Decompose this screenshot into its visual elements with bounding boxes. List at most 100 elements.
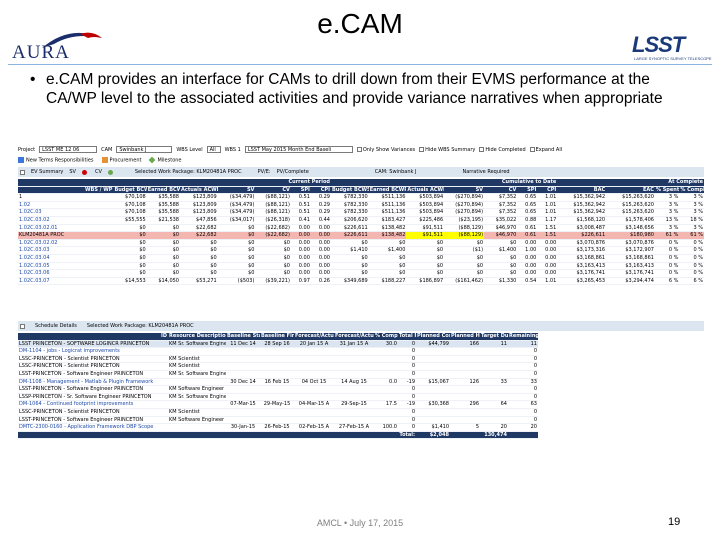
ev-column-header[interactable]: SPI [290, 186, 311, 195]
new-terms-button[interactable]: New Terms Responsibilities [18, 157, 94, 164]
ev-column-header[interactable]: SV [444, 186, 485, 195]
wbs-id-cell[interactable]: 1.02C.03.03 [18, 246, 114, 255]
ev-summary-checkbox[interactable] [20, 169, 25, 175]
schedule-cell-id[interactable]: LSST-PRINCETON - Software Engineer PRINC… [18, 385, 168, 394]
wbs-id-cell[interactable]: KLM20481A PROC [18, 231, 114, 240]
ev-column-header[interactable]: CV [484, 186, 518, 195]
schedule-row[interactable]: DM-1104 - jobs - Logicrat improvements 0 0 [18, 347, 538, 356]
schedule-column-header[interactable]: ID [18, 333, 168, 341]
schedule-cell-id[interactable]: DM-1064 - Continued footprint improvemen… [18, 400, 168, 409]
schedule-row[interactable]: LSST-PRINCETON - Software Engineer PRINC… [18, 385, 538, 394]
ev-value-cell: 3 % [679, 224, 704, 233]
ev-column-header[interactable]: SV [217, 186, 256, 195]
ev-grid-row[interactable]: 1.02C.03.06 $0 $0 $0 $0 $0 0.00 0.00 $0 $0 $0 $0 $0 0… [18, 269, 704, 278]
schedule-column-header[interactable]: % Comp. [374, 333, 398, 341]
schedule-cell-id[interactable]: DM-1104 - jobs - Logicrat improvements [18, 347, 168, 356]
wbs-id-cell[interactable]: 1 [18, 193, 114, 202]
ev-column-header[interactable]: CPI [310, 186, 331, 195]
wbs-level-select[interactable]: All [206, 146, 221, 153]
schedule-column-header[interactable]: Forecast/Actual Start [294, 333, 334, 341]
ev-column-header[interactable]: EAC [606, 186, 655, 195]
ev-grid-row[interactable]: 1.02C.03 $70,108 $35,588 $123,809 ($34,479)(… [18, 208, 704, 217]
schedule-row[interactable]: LSSP-PRINCETON - Sr. Software Engineer P… [18, 393, 538, 402]
ev-column-header[interactable]: WBS / WP [18, 186, 114, 195]
ev-grid-row[interactable]: KLM20481A PROC $0 $0 $22,682 $0 ($22,682) 0.00… [18, 231, 704, 240]
schedule-column-header[interactable]: Target Duration [480, 333, 508, 341]
ev-column-header[interactable]: Actuals ACWP [180, 186, 218, 195]
schedule-row[interactable]: LSSC-PRINCETON - Scientist PRINCETON KM S… [18, 355, 538, 364]
ev-value-cell: 0.97 [290, 277, 311, 286]
cam-select[interactable]: Swinbank J [116, 146, 173, 153]
schedule-cell-id[interactable]: LSST-PRINCETON - Software Engineer PRINC… [18, 370, 168, 379]
schedule-cell-id[interactable]: DM-1108 - Management - Matlab & Plugin F… [18, 378, 168, 387]
period-select[interactable]: LSST May 2015 Month End Baseli [244, 146, 353, 153]
ev-column-header[interactable]: Actuals ACWP [406, 186, 445, 195]
schedule-row[interactable]: DM-1064 - Continued footprint improvemen… [18, 400, 538, 409]
schedule-cell-id[interactable]: LSSC-PRINCETON - Scientist PRINCETON [18, 408, 168, 417]
ev-column-header[interactable]: Earned BCWP [146, 186, 180, 195]
schedule-column-header[interactable]: Forecast/Actual Finish [334, 333, 374, 341]
schedule-details-checkbox[interactable] [20, 323, 25, 329]
schedule-cell-id[interactable]: LSSP-PRINCETON - Sr. Software Engineer P… [18, 393, 168, 402]
hide-completed-checkbox[interactable]: Hide Completed [479, 146, 526, 153]
ev-column-header[interactable]: SPI [517, 186, 538, 195]
schedule-cell-id[interactable]: LSSC-PRINCETON - Scientist PRINCETON [18, 355, 168, 364]
schedule-row[interactable]: LSSC-PRINCETON - Scientist PRINCETON KM S… [18, 408, 538, 417]
hide-wbs-summary-checkbox[interactable]: Hide WBS Summary [419, 146, 475, 153]
wbs-id-cell[interactable]: 1.02C.03.02.01 [18, 224, 114, 233]
schedule-cell-id[interactable]: LSST PRINCETON - SOFTWARE LOGINCR PRINCE… [18, 340, 168, 349]
only-variances-checkbox[interactable]: Only Show Variances [356, 146, 415, 153]
schedule-column-header[interactable]: Resource Description [168, 333, 226, 341]
wbs-id-cell[interactable]: 1.02 [18, 201, 114, 210]
ev-grid-row[interactable]: 1.02C.03.02.02 $0 $0 $0 $0 $0 0.00 0.00 $0 $0 $0 $0… [18, 239, 704, 248]
wbs-id-cell[interactable]: 1.02C.03.07 [18, 277, 114, 286]
ev-column-header[interactable]: CV [255, 186, 291, 195]
schedule-cell-bf [260, 385, 294, 394]
schedule-row[interactable]: LSST-PRINCETON - Software Engineer PRINC… [18, 416, 538, 425]
ev-grid-row[interactable]: 1.02C.03.04 $0 $0 $0 $0 $0 0.00 0.00 $0 $0 $0 $0 $0 0… [18, 254, 704, 263]
milestone-button[interactable]: Milestone [149, 156, 182, 164]
wbs-id-cell[interactable]: 1.02C.03.06 [18, 269, 114, 278]
expand-all-checkbox[interactable]: Expand All [529, 146, 562, 153]
schedule-column-header[interactable]: Baseline Start [226, 333, 260, 341]
ev-grid-row[interactable]: 1 $70,108 $35,588 $123,809 ($34,479) ($88,121… [18, 193, 704, 202]
wbs-id-cell[interactable]: 1.02C.03.02 [18, 216, 114, 225]
wbs-id-cell[interactable]: 1.02C.03.04 [18, 254, 114, 263]
schedule-cell-id[interactable]: LSST-PRINCETON - Software Engineer PRINC… [18, 416, 168, 425]
ev-column-header[interactable]: Earned BCWP [368, 186, 407, 195]
schedule-cell-hrs [450, 416, 480, 425]
ev-column-header[interactable]: % Spent [654, 186, 680, 195]
schedule-row[interactable]: DMTC-2300-0160 - Application Framework D… [18, 423, 538, 432]
ev-grid-row[interactable]: 1.02C.03.02.01 $0 $0 $22,682 $0 ($22,682) 0.00… [18, 224, 704, 233]
wbs-id-cell[interactable]: 1.02C.03 [18, 208, 114, 217]
ev-grid-row[interactable]: 1.02C.03.05 $0 $0 $0 $0 $0 0.00 0.00 $0 $0 $0 $0 $0 0… [18, 262, 704, 271]
wbs-level-label: WBS Level [176, 146, 203, 153]
schedule-row[interactable]: LSST-PRINCETON - Software Engineer PRINC… [18, 370, 538, 379]
ev-grid-row[interactable]: 1.02C.03.03 $0 $0 $0 $0 $0 0.00 0.00 $1,410 $1,40… [18, 246, 704, 255]
ev-value-cell: $0 [146, 246, 180, 255]
schedule-column-header[interactable]: Planned Hours [450, 333, 480, 341]
project-select[interactable]: LSST ME 12 06 [39, 146, 98, 153]
wbs-id-cell[interactable]: 1.02C.03.02.02 [18, 239, 114, 248]
schedule-row[interactable]: DM-1108 - Management - Matlab & Plugin F… [18, 378, 538, 387]
ev-column-header[interactable]: Budget BCWS [113, 186, 147, 195]
procurement-button[interactable]: Procurement [101, 157, 141, 164]
ev-column-header[interactable]: CPI [537, 186, 558, 195]
ev-column-header[interactable]: % Complete [679, 186, 704, 195]
wbs-id-cell[interactable]: 1.02C.03.05 [18, 262, 114, 271]
schedule-column-header[interactable]: Remaining Duration [508, 333, 538, 341]
ev-column-header[interactable]: Budget BCWS [330, 186, 369, 195]
schedule-row[interactable]: LSSC-PRINCETON - Scientist PRINCETON KM S… [18, 362, 538, 371]
ev-grid-row[interactable]: 1.02C.03.02 $55,555 $21,538 $47,856 ($34,017… [18, 216, 704, 225]
ev-grid-row[interactable]: 1.02C.03.07 $14,553 $14,050 $53,271 ($503) ($… [18, 277, 704, 286]
ev-value-cell: $188,227 [368, 277, 407, 286]
ev-grid-row[interactable]: 1.02 $70,108 $35,588 $123,809 ($34,479) ($88,… [18, 201, 704, 210]
schedule-row[interactable]: LSST PRINCETON - SOFTWARE LOGINCR PRINCE… [18, 340, 538, 349]
schedule-cell-id[interactable]: DMTC-2300-0160 - Application Framework D… [18, 423, 168, 432]
schedule-column-header[interactable]: Total Float [398, 333, 416, 341]
schedule-column-header[interactable]: Baseline Finish [260, 333, 294, 341]
ev-column-header[interactable]: BAC [557, 186, 607, 195]
schedule-cell-id[interactable]: LSSC-PRINCETON - Scientist PRINCETON [18, 362, 168, 371]
ev-value-cell: 0.00 [517, 262, 538, 271]
schedule-column-header[interactable]: Planned Cost [416, 333, 450, 341]
